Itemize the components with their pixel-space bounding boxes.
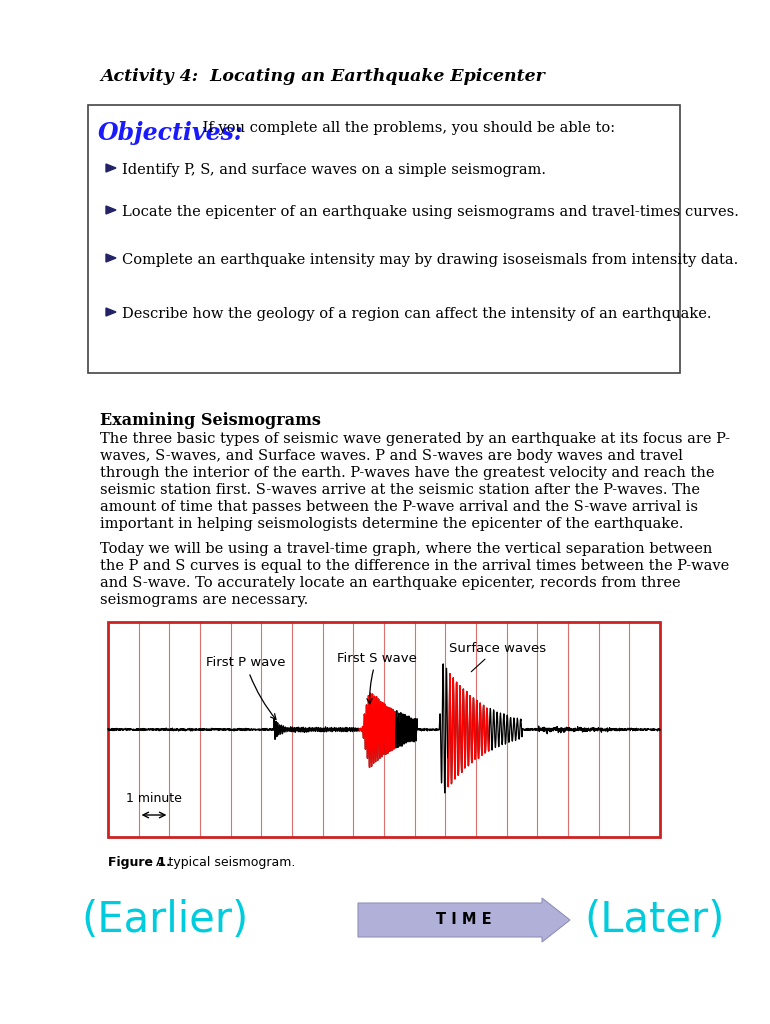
Text: and S-wave. To accurately locate an earthquake epicenter, records from three: and S-wave. To accurately locate an eart… <box>100 575 681 590</box>
Text: Activity 4:  Locating an Earthquake Epicenter: Activity 4: Locating an Earthquake Epice… <box>100 68 544 85</box>
Text: through the interior of the earth. P-waves have the greatest velocity and reach : through the interior of the earth. P-wav… <box>100 466 715 480</box>
Text: First S wave: First S wave <box>337 651 417 703</box>
Bar <box>88 105 680 373</box>
Text: 1 minute: 1 minute <box>126 792 182 805</box>
Polygon shape <box>106 308 116 316</box>
Text: (Later): (Later) <box>584 899 725 941</box>
Polygon shape <box>106 254 116 262</box>
Text: Complete an earthquake intensity may by drawing isoseismals from intensity data.: Complete an earthquake intensity may by … <box>122 253 738 267</box>
Text: Identify P, S, and surface waves on a simple seismogram.: Identify P, S, and surface waves on a si… <box>122 163 546 177</box>
Text: important in helping seismologists determine the epicenter of the earthquake.: important in helping seismologists deter… <box>100 517 684 531</box>
Text: Objectives:: Objectives: <box>98 121 243 145</box>
Text: Examining Seismograms: Examining Seismograms <box>100 412 321 429</box>
Text: First P wave: First P wave <box>206 656 286 720</box>
Text: Figure 1.: Figure 1. <box>108 856 171 869</box>
Text: A typical seismogram.: A typical seismogram. <box>152 856 296 869</box>
Text: waves, S-waves, and Surface waves. P and S-waves are body waves and travel: waves, S-waves, and Surface waves. P and… <box>100 449 683 463</box>
Polygon shape <box>106 206 116 214</box>
FancyArrow shape <box>358 898 570 942</box>
Text: T I M E: T I M E <box>436 912 492 928</box>
Text: The three basic types of seismic wave generated by an earthquake at its focus ar: The three basic types of seismic wave ge… <box>100 432 730 446</box>
Text: seismic station first. S-waves arrive at the seismic station after the P-waves. : seismic station first. S-waves arrive at… <box>100 483 700 497</box>
Text: the P and S curves is equal to the difference in the arrival times between the P: the P and S curves is equal to the diffe… <box>100 559 729 573</box>
Bar <box>108 622 660 837</box>
Text: seismograms are necessary.: seismograms are necessary. <box>100 593 308 607</box>
Text: amount of time that passes between the P-wave arrival and the S-wave arrival is: amount of time that passes between the P… <box>100 500 698 514</box>
Text: (Earlier): (Earlier) <box>82 899 249 941</box>
Text: Surface waves: Surface waves <box>449 641 546 672</box>
Text: Locate the epicenter of an earthquake using seismograms and travel-times curves.: Locate the epicenter of an earthquake us… <box>122 205 739 219</box>
Text: Describe how the geology of a region can affect the intensity of an earthquake.: Describe how the geology of a region can… <box>122 307 711 321</box>
Text: If you complete all the problems, you should be able to:: If you complete all the problems, you sh… <box>198 121 615 135</box>
Text: Today we will be using a travel-time graph, where the vertical separation betwee: Today we will be using a travel-time gra… <box>100 542 712 556</box>
Polygon shape <box>106 164 116 172</box>
